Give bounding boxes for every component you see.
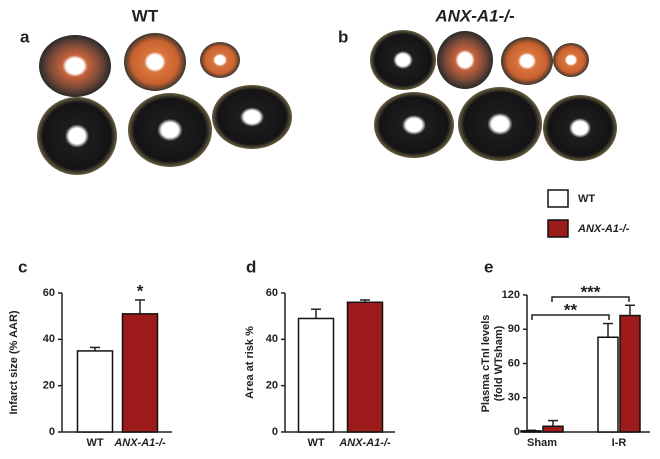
bar bbox=[297, 317, 335, 433]
bar bbox=[542, 425, 564, 433]
bar bbox=[76, 350, 114, 433]
panel-label: b bbox=[338, 27, 348, 46]
y-axis-label: Infarct size (% AAR) bbox=[8, 310, 20, 414]
y-tick-label: 30 bbox=[508, 392, 520, 404]
legend-swatch bbox=[547, 219, 569, 238]
photo-wt bbox=[37, 33, 292, 175]
panel-title: ANX-A1-/- bbox=[434, 6, 515, 25]
bar bbox=[597, 336, 619, 433]
y-tick-label: 0 bbox=[49, 426, 55, 438]
panel-title: WT bbox=[132, 6, 159, 25]
y-axis-label: Plasma cTnI levels bbox=[480, 315, 492, 413]
x-tick-label: I-R bbox=[612, 437, 627, 449]
legend-label: ANX-A1-/- bbox=[577, 223, 630, 235]
y-tick-label: 0 bbox=[272, 426, 278, 438]
significance: * bbox=[137, 281, 144, 300]
y-tick-label: 120 bbox=[502, 289, 520, 301]
y-axis-label: (fold WTsham) bbox=[493, 325, 505, 401]
y-tick-label: 60 bbox=[43, 287, 55, 299]
x-tick-label: ANX-A1-/- bbox=[113, 437, 166, 449]
significance: *** bbox=[581, 282, 601, 301]
panel-label: e bbox=[484, 257, 493, 276]
photo-anx bbox=[370, 30, 617, 161]
y-tick-label: 20 bbox=[43, 380, 55, 392]
panel-label: c bbox=[18, 257, 27, 276]
y-tick-label: 0 bbox=[514, 426, 520, 438]
significance: ** bbox=[564, 300, 578, 319]
y-tick-label: 60 bbox=[508, 357, 520, 369]
x-tick-label: ANX-A1-/- bbox=[338, 437, 391, 449]
y-tick-label: 40 bbox=[266, 333, 278, 345]
y-tick-label: 60 bbox=[266, 287, 278, 299]
bracket bbox=[531, 314, 610, 320]
bar bbox=[121, 313, 159, 433]
x-tick-label: Sham bbox=[527, 437, 557, 449]
y-tick-label: 20 bbox=[266, 380, 278, 392]
x-tick-label: WT bbox=[307, 437, 324, 449]
panel-label: d bbox=[246, 257, 256, 276]
legend-swatch bbox=[547, 189, 569, 208]
y-tick-label: 90 bbox=[508, 323, 520, 335]
x-tick-label: WT bbox=[86, 437, 103, 449]
y-axis-label: Area at risk % bbox=[244, 326, 256, 399]
bar bbox=[520, 430, 542, 433]
panel-label: a bbox=[20, 27, 30, 46]
bar bbox=[619, 314, 641, 433]
bar bbox=[346, 301, 384, 433]
y-tick-label: 40 bbox=[43, 333, 55, 345]
bracket bbox=[551, 296, 630, 302]
legend-label: WT bbox=[578, 193, 595, 205]
